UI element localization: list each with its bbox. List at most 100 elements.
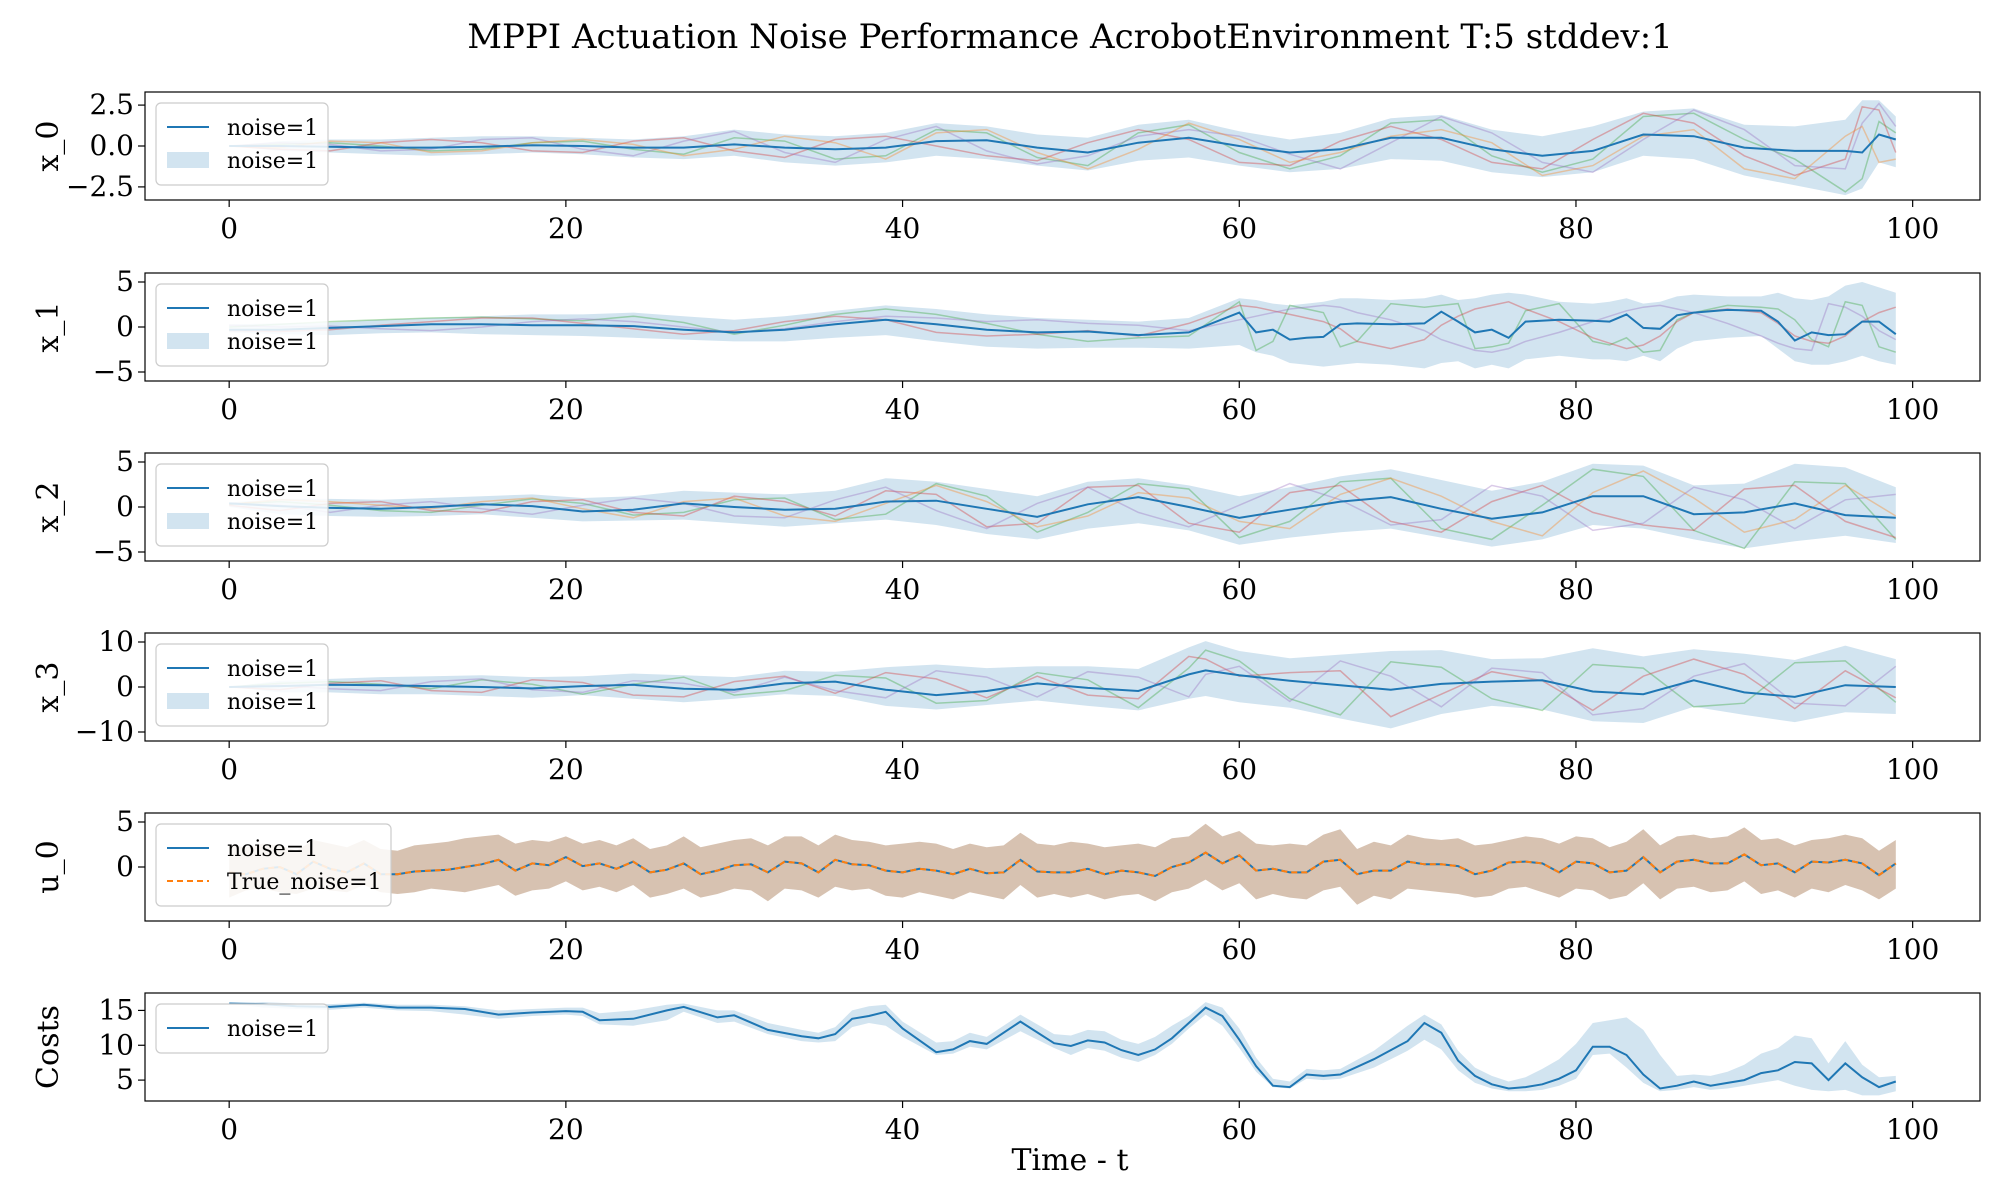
- x-tick-label: 20: [548, 1113, 584, 1146]
- sample-trajectory-x0-3: [229, 122, 1896, 180]
- sample-trajectory-x2-1: [229, 484, 1897, 539]
- subplot-x0: 0 20 40 60 80 100 2.5 0.0 −2.5x_0 noise=1 noise=1: [31, 88, 1981, 245]
- y-tick-label: 0: [116, 850, 134, 883]
- y-tick-label: −10: [75, 715, 134, 748]
- x-tick-label: 80: [1558, 573, 1594, 606]
- axes-frame-costs: [144, 992, 1981, 1102]
- sample-trajectory-x3-1: [229, 655, 1897, 718]
- plot-area-u0: [229, 823, 1897, 905]
- legend-label: noise=1: [227, 837, 318, 862]
- legend-label: noise=1: [227, 297, 318, 322]
- sample-trajectory-x3-0: [229, 649, 1897, 716]
- x-tick-label: 40: [885, 212, 921, 245]
- y-tick-label: 0.0: [89, 129, 134, 162]
- x-tick-label: 60: [1221, 933, 1257, 966]
- y-tick-label: 5: [116, 265, 134, 298]
- legend-patch-handle: [167, 513, 209, 529]
- legend-box: [155, 102, 329, 186]
- legend-box: [155, 643, 329, 727]
- confidence-band-x1: [229, 282, 1896, 369]
- sample-trajectory-x3-2: [229, 660, 1897, 716]
- mean-line-x3: [229, 669, 1896, 698]
- legend-box: [155, 823, 392, 907]
- y-tick-label: 0: [116, 490, 134, 523]
- y-axis-label-costs: Costs: [31, 1005, 66, 1089]
- x-tick-label: 60: [1221, 1113, 1257, 1146]
- x-tick-label: 0: [220, 212, 238, 245]
- sample-trajectory-x2-2: [229, 482, 1896, 532]
- x-tick-label: 0: [220, 753, 238, 786]
- plot-area-x2: [229, 463, 1897, 550]
- x-tick-label: 40: [885, 1113, 921, 1146]
- sample-trajectory-x0-1: [229, 105, 1897, 177]
- y-axis-label-x3: x_3: [31, 661, 66, 712]
- sample-trajectory-x1-0: [229, 300, 1897, 353]
- plot-area-x3: [229, 641, 1897, 729]
- y-tick-label: 5: [116, 445, 134, 478]
- y-tick-label: 5: [116, 1063, 134, 1096]
- x-tick-label: 100: [1886, 212, 1939, 245]
- subplot-u0: 0 20 40 60 80 100 5 0 u_0 noise=1 True_noise=1: [31, 805, 1981, 966]
- legend-x2: noise=1 noise=1: [155, 463, 329, 547]
- y-tick-label: 15: [98, 993, 134, 1026]
- y-tick-label: 2.5: [89, 88, 134, 121]
- plot-area-costs: [229, 1002, 1897, 1096]
- legend-patch-handle: [167, 693, 209, 709]
- legend-label: noise=1: [227, 690, 318, 715]
- plot-area-x0: [229, 100, 1897, 196]
- legend-label: True_noise=1: [227, 870, 382, 895]
- x-tick-label: 80: [1558, 1113, 1594, 1146]
- legend-box: [155, 283, 329, 367]
- x-tick-label: 100: [1886, 933, 1939, 966]
- legend-box: [155, 1003, 329, 1054]
- y-axis-label-x2: x_2: [31, 481, 66, 532]
- legend-u0: noise=1 True_noise=1: [155, 823, 392, 907]
- true-line-u0: [229, 851, 1897, 878]
- x-tick-label: 20: [548, 573, 584, 606]
- plot-area-x1: [229, 282, 1897, 369]
- x-tick-label: 20: [548, 212, 584, 245]
- x-axis-label: Time - t: [1011, 1143, 1128, 1178]
- x-tick-label: 0: [220, 1113, 238, 1146]
- x-tick-label: 40: [885, 753, 921, 786]
- sample-trajectory-x2-0: [229, 468, 1897, 550]
- y-tick-label: −2.5: [66, 170, 134, 203]
- legend-label: noise=1: [227, 330, 318, 355]
- sample-trajectory-x1-2: [229, 302, 1897, 353]
- x-tick-label: 40: [885, 393, 921, 426]
- sample-trajectory-x0-2: [229, 102, 1897, 173]
- confidence-band-u0: [229, 823, 1896, 905]
- x-tick-label: 0: [220, 933, 238, 966]
- sample-trajectory-x0-0: [229, 112, 1897, 193]
- y-axis-label-x0: x_0: [31, 120, 66, 171]
- y-tick-label: 0: [116, 670, 134, 703]
- legend-label: noise=1: [227, 1017, 318, 1042]
- x-tick-label: 80: [1558, 753, 1594, 786]
- legend-box: [155, 463, 329, 547]
- legend-patch-handle: [167, 333, 209, 349]
- x-tick-label: 80: [1558, 933, 1594, 966]
- legend-patch-handle: [167, 152, 209, 168]
- legend-label: noise=1: [227, 149, 318, 174]
- legend-x1: noise=1 noise=1: [155, 283, 329, 367]
- legend-label: noise=1: [227, 510, 318, 535]
- legend-costs: noise=1: [155, 1003, 329, 1054]
- x-tick-label: 60: [1221, 573, 1257, 606]
- legend-label: noise=1: [227, 477, 318, 502]
- x-tick-label: 0: [220, 393, 238, 426]
- confidence-band-costs: [229, 1002, 1896, 1096]
- x-tick-label: 20: [548, 933, 584, 966]
- x-tick-label: 20: [548, 753, 584, 786]
- sample-trajectory-x2-3: [229, 470, 1897, 537]
- y-tick-label: 0: [116, 310, 134, 343]
- y-tick-label: 10: [98, 625, 134, 658]
- legend-label: noise=1: [227, 116, 318, 141]
- x-tick-label: 0: [220, 573, 238, 606]
- confidence-band-x0: [229, 100, 1896, 196]
- mean-line-x1: [229, 308, 1897, 342]
- x-tick-label: 60: [1221, 393, 1257, 426]
- confidence-band-x2: [229, 463, 1896, 549]
